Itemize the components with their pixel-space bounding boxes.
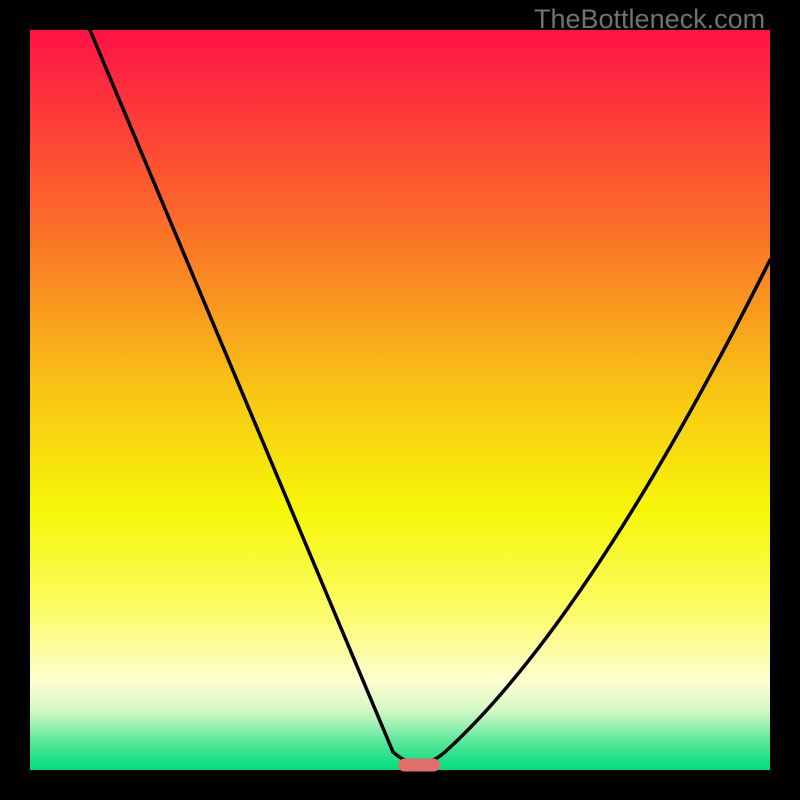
watermark-text: TheBottleneck.com [534,4,765,35]
chart-frame: TheBottleneck.com [0,0,800,800]
bottleneck-curve [0,0,800,800]
optimal-marker [398,759,440,772]
curve-path [90,30,770,764]
